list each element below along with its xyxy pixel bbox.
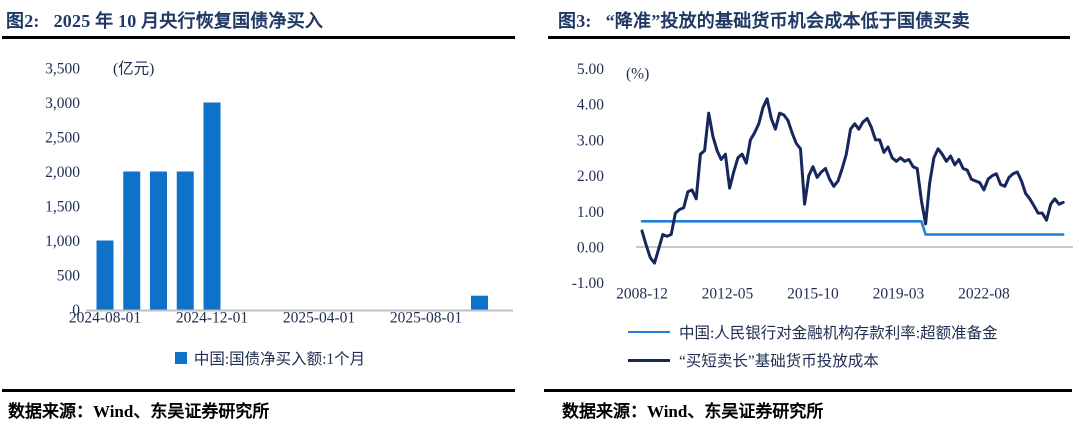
y-tick-label: 3,000 <box>45 95 80 112</box>
y-tick-label: 500 <box>57 268 81 285</box>
y-tick-label: 1,000 <box>45 233 80 250</box>
bar-2024-12 <box>203 102 221 310</box>
figure3-legend: 中国:人民银行对金融机构存款利率:超额准备金 “买短卖长”基础货币投放成本 <box>628 318 998 374</box>
x-tick-label: 2019-03 <box>873 286 925 303</box>
bars <box>96 102 488 310</box>
y-tick-label: 2.00 <box>577 168 604 185</box>
y-tick-label: 1.00 <box>577 204 604 221</box>
bar-2025-10 <box>471 295 488 310</box>
figure3-title: 图3: “降准”投放的基础货币机会成本低于国债买卖 <box>558 7 970 33</box>
x-tick-label: 2022-08 <box>958 286 1010 303</box>
figure3-top-rule <box>548 36 1070 39</box>
figure3-legend-reserve-label: 中国:人民银行对金融机构存款利率:超额准备金 <box>679 325 998 342</box>
y-tick-label: 1,500 <box>45 199 80 216</box>
figure3-legend-row-cost: “买短卖长”基础货币投放成本 <box>628 346 998 374</box>
net-purchase-bar-chart: 0 500 1,000 1,500 2,000 2,500 3,000 3,500 (亿元) 20… <box>45 60 513 327</box>
x-tick-label: 2012-05 <box>702 286 754 303</box>
y-axis-unit: (%) <box>626 66 649 83</box>
bar-2024-11 <box>176 171 194 310</box>
x-tick-label: 2008-12 <box>616 286 668 303</box>
x-tick-label: 2015-10 <box>787 286 839 303</box>
bar-2024-10 <box>150 171 167 310</box>
y-tick-label: 0.00 <box>577 240 604 257</box>
x-tick-label: 2024-08-01 <box>69 310 141 327</box>
y-tick-label: 3.00 <box>577 132 604 149</box>
y-tick-label: 5.00 <box>577 61 604 78</box>
figure2-legend: 中国:国债净买入额:1个月 <box>0 347 540 369</box>
y-axis-unit: (亿元) <box>113 60 154 78</box>
funding-cost-line-chart: -1.00 0.00 1.00 2.00 3.00 4.00 5.00 (%) 2008-12 2… <box>572 61 1073 303</box>
figure3-source: 数据来源：Wind、东吴证券研究所 <box>562 402 824 421</box>
figure2-bottom-rule <box>2 389 515 392</box>
series-line-cost <box>640 97 1065 265</box>
x-tick-label: 2024-12-01 <box>176 310 248 327</box>
figure2-title-text: 2025 年 10 月央行恢复国债净买入 <box>53 11 324 31</box>
series-line-reserve-rate <box>640 220 1065 236</box>
bar-2024-09 <box>123 171 141 310</box>
figure3-legend-cost-label: “买短卖长”基础货币投放成本 <box>679 353 879 370</box>
figure3-legend-row-reserve: 中国:人民银行对金融机构存款利率:超额准备金 <box>628 318 998 346</box>
figure2-top-rule <box>2 36 515 39</box>
y-tick-label: 2,500 <box>45 130 80 147</box>
figure2-title: 图2: 2025 年 10 月央行恢复国债净买入 <box>6 7 323 33</box>
figure2-legend-label: 中国:国债净买入额:1个月 <box>193 351 366 368</box>
x-tick-label: 2025-04-01 <box>283 310 355 327</box>
figure2-source: 数据来源：Wind、东吴证券研究所 <box>8 402 270 421</box>
figure2-label: 图2: <box>6 11 40 31</box>
y-tick-label: 4.00 <box>577 97 604 114</box>
bar-2024-08 <box>96 240 114 310</box>
figure3-title-text: “降准”投放的基础货币机会成本低于国债买卖 <box>605 11 970 31</box>
figure3-label: 图3: <box>558 11 592 31</box>
reserve-rate-line-swatch <box>628 331 670 333</box>
figure3-bottom-rule <box>544 389 1072 392</box>
y-tick-label: 0 <box>72 302 80 319</box>
x-tick-label: 2025-08-01 <box>390 310 462 327</box>
legend-square-marker <box>174 352 187 364</box>
figure2-panel: 图2: 2025 年 10 月央行恢复国债净买入 0 500 1,000 1,500 2,… <box>0 7 540 421</box>
figure3-panel: 图3: “降准”投放的基础货币机会成本低于国债买卖 -1.00 0.00 1.00 2.… <box>540 0 1080 428</box>
y-tick-label: 2,000 <box>45 164 80 181</box>
y-tick-label: 3,500 <box>45 61 80 78</box>
cost-line-swatch <box>628 358 670 362</box>
y-tick-label: -1.00 <box>572 275 605 292</box>
